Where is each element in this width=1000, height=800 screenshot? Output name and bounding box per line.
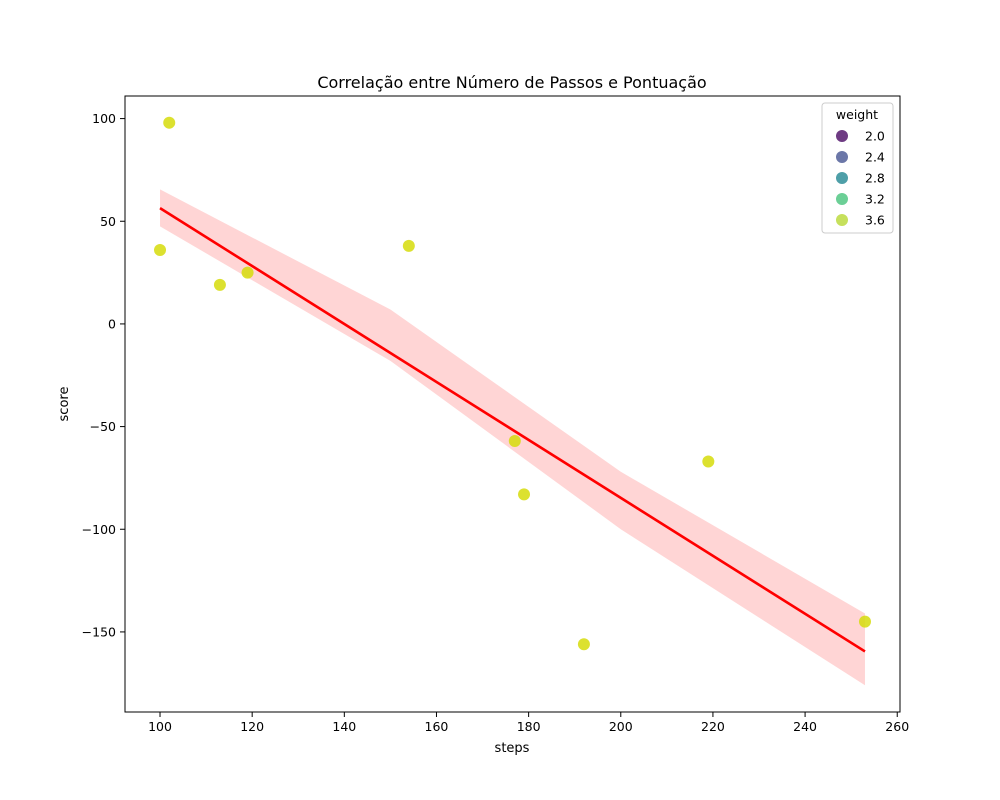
x-axis-label: steps [495, 741, 530, 756]
regression-line [159, 207, 866, 653]
y-tick-label: −50 [90, 419, 116, 434]
data-point [518, 488, 531, 501]
x-tick-label: 200 [609, 719, 633, 734]
data-point [154, 244, 167, 256]
y-axis-label: score [57, 387, 72, 422]
data-point [241, 266, 254, 279]
data-point [213, 278, 226, 291]
legend-marker [836, 193, 848, 205]
legend-label: 2.0 [865, 129, 885, 144]
y-tick-label: 0 [108, 316, 116, 331]
x-tick-label: 260 [885, 719, 909, 734]
legend-marker [836, 214, 848, 226]
x-tick-label: 140 [332, 719, 356, 734]
data-point [163, 116, 176, 129]
y-axis: 100 50 0 −50 −100 −150 [82, 111, 125, 639]
legend-label: 2.4 [865, 150, 885, 165]
x-tick-label: 180 [517, 719, 541, 734]
data-point [858, 615, 871, 628]
y-tick-label: 50 [100, 214, 116, 229]
y-tick-label: −150 [82, 624, 116, 639]
data-point [577, 638, 590, 651]
legend-label: 2.8 [865, 171, 885, 186]
x-tick-label: 120 [240, 719, 264, 734]
data-point [702, 455, 715, 468]
x-tick-label: 220 [701, 719, 725, 734]
legend-marker [836, 151, 848, 163]
data-point [402, 239, 415, 252]
legend: weight 2.0 2.4 2.8 3.2 3.6 [821, 102, 894, 234]
x-tick-label: 160 [425, 719, 449, 734]
legend-title: weight [836, 107, 878, 122]
x-axis: 100 120 140 160 180 200 220 240 260 [148, 712, 909, 734]
legend-label: 3.2 [865, 192, 885, 207]
y-tick-label: 100 [92, 111, 116, 126]
legend-marker [836, 172, 848, 184]
legend-label: 3.6 [865, 213, 885, 228]
legend-marker [836, 130, 848, 142]
x-tick-label: 100 [148, 719, 172, 734]
x-tick-label: 240 [793, 719, 817, 734]
plot-frame [124, 95, 901, 713]
y-tick-label: −100 [82, 522, 116, 537]
plot-area [154, 116, 871, 686]
chart-title: Correlação entre Número de Passos e Pont… [317, 73, 706, 92]
data-point [508, 434, 521, 447]
